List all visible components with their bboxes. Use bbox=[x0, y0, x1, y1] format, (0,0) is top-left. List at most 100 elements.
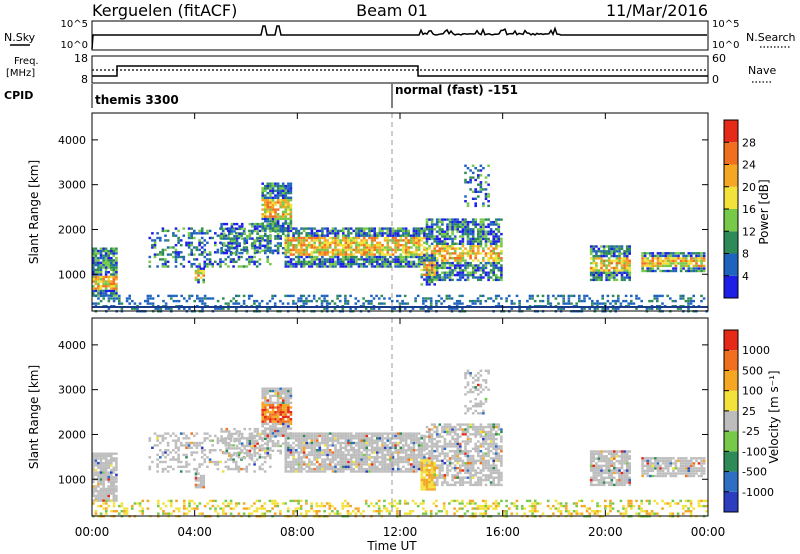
data-cell bbox=[274, 249, 277, 252]
data-cell bbox=[620, 257, 624, 260]
data-cell bbox=[300, 446, 303, 449]
data-cell bbox=[308, 253, 311, 256]
data-cell bbox=[248, 452, 252, 455]
data-cell bbox=[471, 271, 475, 274]
data-cell bbox=[305, 246, 308, 249]
data-cell bbox=[250, 294, 254, 298]
data-cell bbox=[352, 441, 356, 445]
data-cell bbox=[253, 239, 256, 242]
data-cell bbox=[302, 302, 306, 305]
data-cell bbox=[225, 227, 229, 231]
data-cell bbox=[435, 454, 439, 458]
data-cell bbox=[328, 302, 332, 305]
data-cell bbox=[420, 451, 423, 454]
data-cell bbox=[94, 280, 98, 283]
data-cell bbox=[433, 445, 436, 448]
data-cell bbox=[669, 257, 673, 260]
data-cell bbox=[362, 460, 366, 464]
data-cell bbox=[235, 463, 238, 466]
data-cell bbox=[484, 230, 488, 233]
data-cell bbox=[326, 246, 329, 249]
data-cell bbox=[489, 228, 493, 231]
data-cell bbox=[677, 257, 680, 260]
data-cell bbox=[174, 446, 178, 449]
data-cell bbox=[248, 235, 252, 238]
data-cell bbox=[396, 441, 400, 445]
data-cell bbox=[497, 278, 501, 282]
data-cell bbox=[336, 232, 340, 235]
data-cell bbox=[469, 178, 472, 182]
data-cell bbox=[269, 389, 272, 393]
data-cell bbox=[628, 245, 631, 248]
data-cell bbox=[607, 262, 611, 265]
data-cell bbox=[326, 260, 329, 263]
data-cell bbox=[438, 230, 442, 233]
data-cell bbox=[469, 230, 472, 233]
data-cell bbox=[305, 239, 308, 242]
data-cell bbox=[446, 271, 449, 274]
data-cell bbox=[415, 241, 418, 244]
data-cell bbox=[474, 252, 477, 255]
data-cell bbox=[417, 451, 421, 454]
data-cell bbox=[92, 268, 95, 271]
data-cell bbox=[445, 294, 449, 298]
data-cell bbox=[349, 458, 353, 461]
data-cell bbox=[456, 261, 460, 265]
data-cell bbox=[269, 387, 272, 390]
data-cell bbox=[402, 248, 405, 252]
data-cell bbox=[342, 258, 345, 261]
data-cell bbox=[702, 257, 706, 260]
data-cell bbox=[104, 289, 108, 293]
data-cell bbox=[484, 273, 488, 277]
data-cell bbox=[430, 423, 434, 426]
data-cell bbox=[336, 453, 340, 457]
data-cell bbox=[364, 307, 368, 310]
data-cell bbox=[464, 259, 467, 262]
data-cell bbox=[402, 449, 405, 452]
colorbar-swatch bbox=[724, 231, 738, 254]
data-cell bbox=[281, 411, 285, 414]
data-cell bbox=[281, 199, 285, 202]
data-cell bbox=[323, 467, 327, 471]
data-cell bbox=[386, 244, 390, 247]
data-cell bbox=[605, 278, 608, 282]
data-cell bbox=[261, 389, 264, 393]
data-cell bbox=[455, 307, 459, 310]
data-cell bbox=[402, 265, 405, 268]
data-cell bbox=[300, 251, 303, 254]
data-cell bbox=[428, 464, 431, 467]
data-cell bbox=[295, 227, 298, 230]
data-cell bbox=[692, 299, 695, 303]
data-cell bbox=[357, 262, 361, 266]
data-cell bbox=[433, 450, 436, 453]
data-cell bbox=[172, 458, 175, 461]
data-cell bbox=[430, 437, 434, 441]
data-cell bbox=[313, 453, 316, 457]
data-cell bbox=[347, 234, 350, 237]
data-cell bbox=[595, 252, 598, 255]
data-cell bbox=[263, 246, 267, 249]
data-cell bbox=[620, 266, 624, 270]
data-cell bbox=[383, 437, 387, 440]
data-cell bbox=[99, 483, 103, 486]
data-cell bbox=[107, 466, 110, 469]
data-cell bbox=[281, 182, 285, 185]
data-cell bbox=[357, 299, 360, 303]
data-cell bbox=[276, 215, 280, 218]
data-cell bbox=[376, 441, 379, 445]
data-cell bbox=[297, 253, 301, 256]
data-cell bbox=[149, 294, 152, 298]
data-cell bbox=[381, 262, 384, 266]
data-cell bbox=[315, 248, 319, 252]
data-cell bbox=[92, 287, 95, 290]
data-cell bbox=[146, 294, 150, 298]
data-cell bbox=[386, 227, 390, 230]
data-cell bbox=[425, 276, 429, 279]
data-cell bbox=[428, 228, 431, 231]
data-cell bbox=[174, 439, 178, 442]
data-cell bbox=[389, 255, 392, 259]
data-cell bbox=[370, 248, 374, 252]
data-cell bbox=[287, 227, 290, 230]
data-cell bbox=[92, 487, 95, 491]
data-cell bbox=[497, 218, 501, 221]
